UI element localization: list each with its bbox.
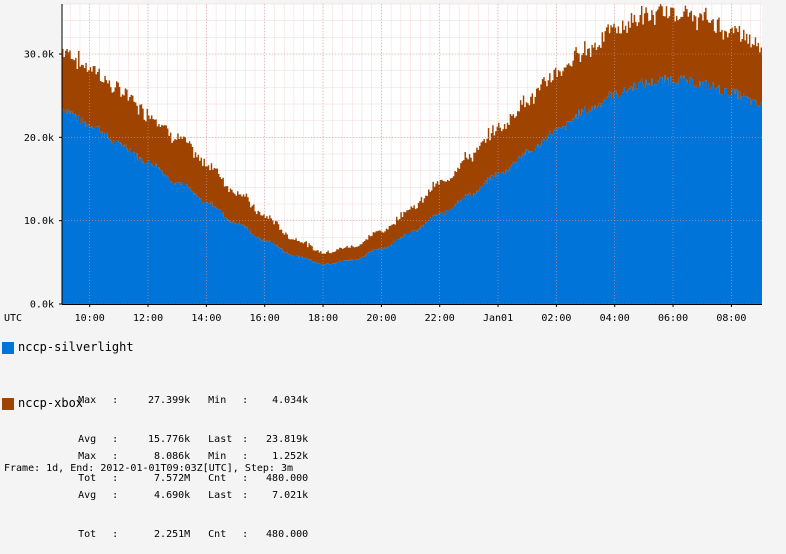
stat-label: Max	[78, 451, 97, 462]
x-tick-label: 02:00	[541, 313, 571, 324]
x-tick-label: 10:00	[75, 313, 105, 324]
stat-value-max: 27.399k	[148, 395, 191, 406]
x-tick-label: 16:00	[250, 313, 280, 324]
stat-label: Cnt	[208, 529, 227, 540]
x-tick-label: 14:00	[191, 313, 221, 324]
y-tick-label: 20.0k	[24, 133, 54, 144]
x-tick-label: 12:00	[133, 313, 163, 324]
stat-label: Last	[208, 434, 233, 445]
timezone-label: UTC	[4, 313, 22, 324]
x-tick-label: 22:00	[425, 313, 455, 324]
stat-label: Avg	[78, 434, 97, 445]
stat-value-avg: 4.690k	[154, 490, 191, 501]
x-tick-label: 20:00	[366, 313, 396, 324]
stat-label: Avg	[78, 490, 97, 501]
y-tick-label: 30.0k	[24, 50, 54, 61]
legend-series-name: nccp-xbox	[18, 396, 84, 410]
stat-value-last: 23.819k	[266, 434, 309, 445]
stat-label: Last	[208, 490, 233, 501]
stat-value-tot: 2.251M	[154, 529, 191, 540]
x-tick-label: 06:00	[658, 313, 688, 324]
stat-value-cnt: 480.000	[266, 529, 309, 540]
stat-label: Max	[78, 395, 97, 406]
series-area-nccp-xbox	[62, 4, 762, 265]
stat-value-min: 1.252k	[272, 451, 309, 462]
legend-swatch-silverlight	[2, 341, 14, 354]
stat-value-last: 7.021k	[272, 490, 309, 501]
legend-xbox: nccp-xbox Max:8.086k Min:1.252k Avg:4.690…	[2, 396, 308, 554]
stat-label: Tot	[78, 529, 97, 540]
stat-value-min: 4.034k	[272, 395, 309, 406]
stacked-areas	[62, 4, 762, 304]
stat-value-avg: 15.776k	[148, 434, 191, 445]
legend-series-name: nccp-silverlight	[18, 340, 134, 354]
y-tick-label: 10.0k	[24, 216, 54, 227]
stat-value-max: 8.086k	[154, 451, 191, 462]
legend-swatch-xbox	[2, 397, 14, 410]
axes: 10:00 12:00 14:00 16:00 18:00 20:00 22:00 Jan01…	[24, 4, 762, 324]
x-tick-label: 04:00	[600, 313, 630, 324]
stat-label: Min	[208, 451, 227, 462]
stat-label: Min	[208, 395, 227, 406]
x-tick-label: 18:00	[308, 313, 338, 324]
series-area-nccp-silverlight	[62, 74, 762, 304]
x-tick-label: Jan01	[483, 313, 513, 324]
chart: 10:00 12:00 14:00 16:00 18:00 20:00 22:00 Jan01…	[4, 3, 762, 324]
y-tick-label: 0.0k	[30, 300, 54, 311]
x-tick-label: 08:00	[716, 313, 746, 324]
footer-info: Frame: 1d, End: 2012-01-01T09:03Z[UTC], …	[4, 463, 293, 474]
